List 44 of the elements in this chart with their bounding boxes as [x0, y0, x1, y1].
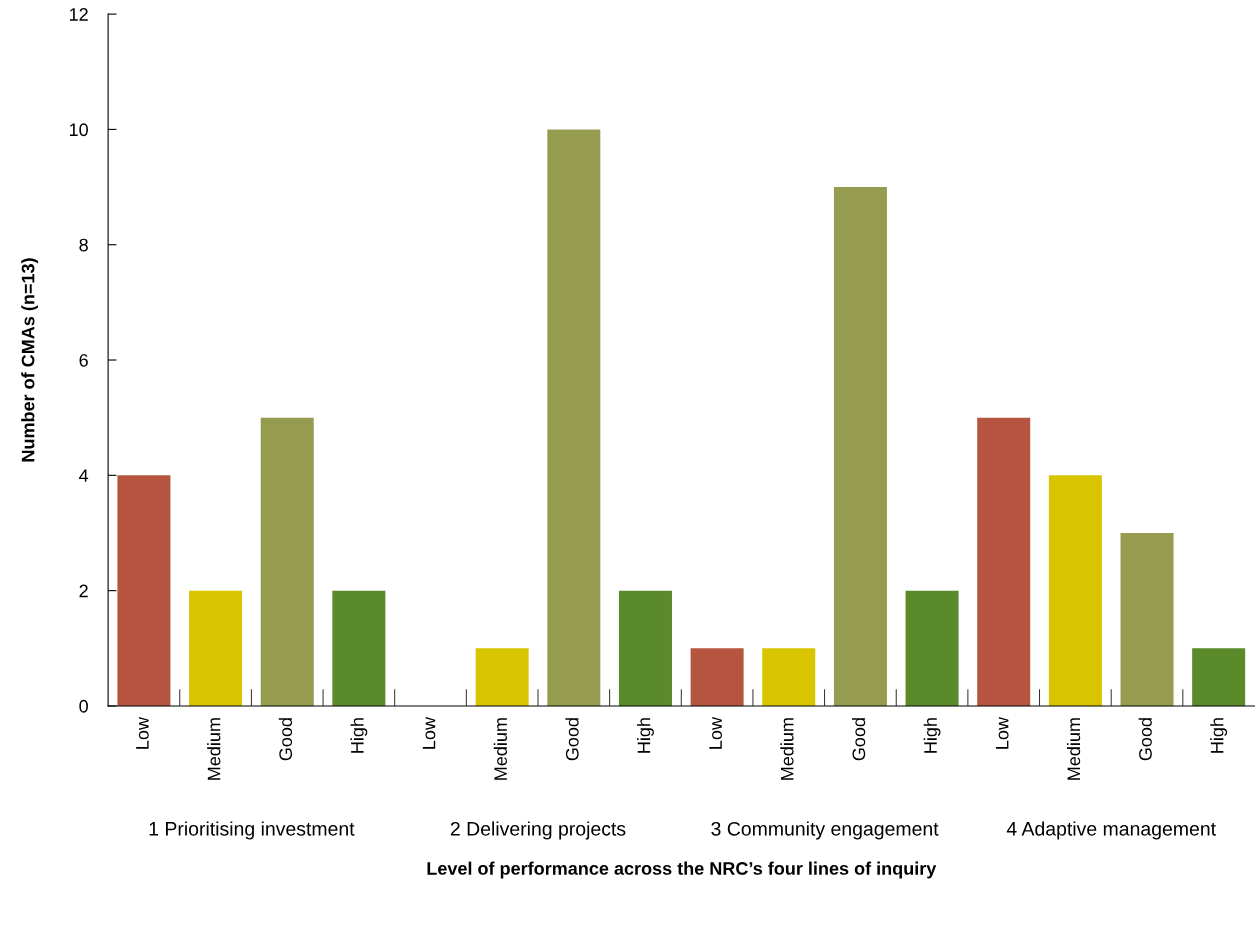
x-tick-label: Good	[852, 718, 866, 761]
bar	[762, 648, 816, 706]
y-tick-label: 6	[79, 353, 88, 367]
x-tick-label: High	[923, 718, 941, 753]
bar	[833, 187, 887, 706]
x-tick-label: Medium	[1066, 718, 1081, 780]
bar	[332, 590, 386, 706]
x-tick-label: High	[1210, 718, 1228, 753]
bar	[260, 417, 314, 706]
x-tick-label: Medium	[207, 718, 221, 780]
bar	[1048, 475, 1102, 706]
x-tick-label: Medium	[780, 718, 794, 780]
y-axis-title: Number of CMAs (n=13)	[21, 258, 39, 462]
bar	[618, 590, 672, 706]
x-tick-label: Low	[136, 717, 149, 749]
y-tick-label: 0	[79, 699, 88, 713]
text: 1 Prioritising investment	[149, 821, 355, 840]
x-tick-label: Good	[565, 718, 579, 761]
y-tick-label: 12	[69, 8, 88, 21]
x-tick-label: High	[637, 718, 654, 753]
y-tick-label: 8	[79, 238, 88, 252]
y-tick-label: 10	[69, 123, 88, 137]
x-tick-label: Low	[995, 717, 1009, 749]
bar	[1120, 532, 1174, 706]
text: 3 Community engagement	[711, 821, 939, 840]
x-tick-label: Low	[709, 717, 722, 749]
bar	[475, 648, 529, 706]
y-tick-label: 4	[79, 469, 89, 482]
bar	[690, 648, 744, 706]
x-tick-label: Medium	[493, 718, 508, 780]
bar	[189, 590, 243, 706]
text: 4 Adaptive management	[1006, 821, 1216, 840]
bar	[547, 129, 601, 706]
x-tick-label: High	[350, 718, 368, 753]
text: 2 Delivering projects	[450, 821, 626, 840]
x-axis-title: Level of performance across the NRC’s four lines of inquiry	[427, 861, 937, 879]
x-tick-label: Good	[1138, 718, 1152, 761]
x-tick-label: Low	[422, 717, 436, 749]
bar	[1192, 648, 1246, 706]
bar	[117, 475, 171, 706]
y-tick-label: 2	[79, 584, 88, 598]
bar	[905, 590, 959, 706]
bar	[977, 417, 1031, 706]
x-tick-label: Good	[278, 718, 293, 761]
